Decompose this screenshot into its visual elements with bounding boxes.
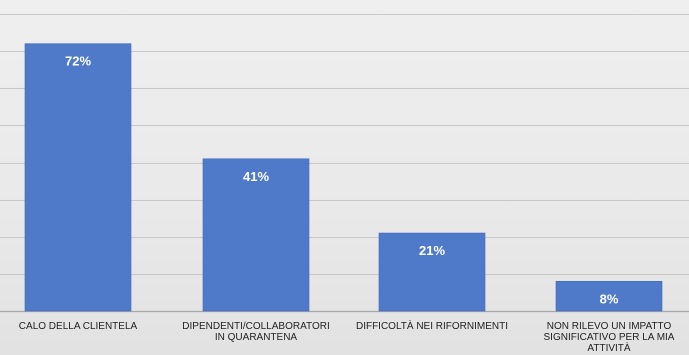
value-labels: 72% 41% 21% 8% xyxy=(65,54,619,307)
bar-value-label: 21% xyxy=(419,243,445,258)
category-labels: CALO DELLA CLIENTELA DIPENDENTI/COLLABORA… xyxy=(19,319,675,354)
bar-value-label: 8% xyxy=(600,291,619,306)
bar xyxy=(378,232,486,312)
bar xyxy=(202,158,310,312)
category-label: DIPENDENTI/COLLABORATORI IN QUARANTENA xyxy=(182,321,329,343)
bar xyxy=(24,43,132,312)
category-label: NON RILEVO UN IMPATTO SIGNIFICATIVO PER L… xyxy=(544,321,675,354)
bar-value-label: 72% xyxy=(65,54,91,69)
bar-value-label: 41% xyxy=(243,169,269,184)
bar xyxy=(555,280,663,312)
category-label: DIFFICOLTÀ NEI RIFORNIMENTI xyxy=(356,319,508,332)
bars xyxy=(24,43,663,312)
category-label: CALO DELLA CLIENTELA xyxy=(19,321,138,332)
